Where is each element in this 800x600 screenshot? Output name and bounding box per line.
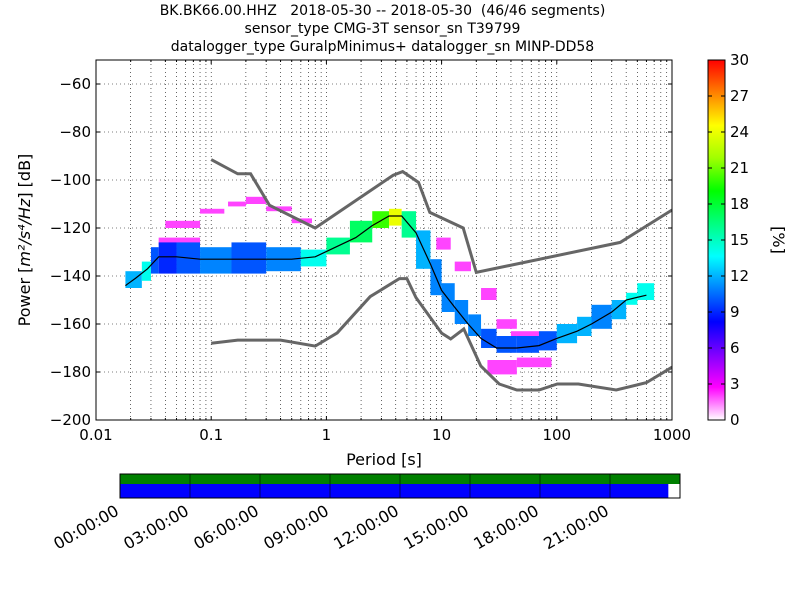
probability-cell [481, 328, 497, 348]
y-tick-label: −200 [50, 411, 91, 429]
colorbar-tick-label: 9 [730, 303, 740, 321]
title-block: BK.BK66.00.HHZ 2018-05-30 -- 2018-05-30 … [0, 2, 765, 56]
y-axis-label-unit: m²/s⁴/Hz [15, 198, 34, 267]
outlier-cell [158, 237, 201, 245]
axes: 0.01 0.1 1 10 100 1000 −200 −180 −160 −140 −120 −10… [50, 60, 691, 444]
probability-cell [231, 242, 267, 274]
probability-cell [496, 336, 517, 353]
plot-frame [95, 59, 673, 421]
timeline-tick-label: 15:00:00 [400, 501, 472, 553]
outlier-cell [454, 261, 472, 272]
probability-cell [372, 211, 390, 228]
timeline: 00:00:0003:00:0006:00:0009:00:0012:00:00… [50, 473, 681, 553]
timeline-tick-label: 21:00:00 [540, 501, 612, 553]
outlier-cell [516, 357, 552, 368]
colorbar-tick-label: 30 [730, 51, 749, 69]
outlier-cell [510, 331, 539, 339]
outlier-cell [228, 201, 246, 207]
probability-cells [125, 196, 655, 375]
probability-cell [141, 261, 151, 281]
probability-cell [611, 300, 627, 320]
probability-cell [389, 208, 402, 226]
title-line-2: sensor_type CMG-3T sensor_sn T39799 [244, 21, 521, 37]
x-tick-label: 10 [432, 426, 451, 444]
x-axis-label: Period [s] [346, 450, 422, 469]
timeline-tick-label: 09:00:00 [260, 501, 332, 553]
probability-cell [556, 324, 578, 344]
outlier-cell [165, 220, 201, 228]
timeline-tick-label: 03:00:00 [120, 501, 192, 553]
x-tick-label: 0.1 [199, 426, 223, 444]
outlier-cell [200, 208, 225, 214]
timeline-tick-label: 00:00:00 [50, 501, 122, 553]
probability-cell [637, 283, 655, 300]
outlier-cell [436, 237, 451, 250]
title-line-1: BK.BK66.00.HHZ 2018-05-30 -- 2018-05-30 … [159, 3, 606, 19]
outlier-cell [245, 196, 267, 204]
noise-model-curves [210, 158, 672, 392]
colorbar-tick-label: 6 [730, 339, 740, 357]
colorbar-tick-label: 3 [730, 375, 740, 393]
colorbar-tick-label: 18 [730, 195, 749, 213]
colorbar-tick-label: 21 [730, 159, 749, 177]
colorbar: 0 3 6 9 12 15 18 21 24 27 30 [707, 51, 749, 429]
x-tick-label: 100 [542, 426, 571, 444]
probability-cell [300, 249, 327, 267]
mode-curve [125, 215, 647, 349]
timeline-tick-label: 18:00:00 [470, 501, 542, 553]
y-axis-label-suffix: ] [dB] [15, 154, 34, 199]
colorbar-tick-label: 12 [730, 267, 749, 285]
timeline-tick-label: 12:00:00 [330, 501, 402, 553]
y-tick-label: −140 [50, 267, 91, 285]
colorbar-tick-label: 24 [730, 123, 749, 141]
timeline-used-bar [120, 484, 669, 498]
outlier-cell [481, 288, 497, 300]
colorbar-tick-label: 0 [730, 411, 740, 429]
probability-cell [516, 336, 539, 353]
y-axis-label: Power [m²/s⁴/Hz] [dB] [15, 154, 34, 327]
timeline-tick-label: 06:00:00 [190, 501, 262, 553]
noise-model-nlnm [211, 277, 672, 392]
colorbar-tick-label: 27 [730, 87, 749, 105]
title-line-3: datalogger_type GuralpMinimus+ datalogge… [170, 39, 595, 55]
probability-cell [591, 304, 612, 329]
probability-cell [577, 316, 592, 336]
y-axis-label-prefix: Power [ [15, 267, 34, 327]
probability-cell [454, 300, 469, 324]
y-tick-label: −120 [50, 219, 91, 237]
y-tick-label: −80 [59, 123, 91, 141]
outlier-cell [496, 319, 517, 329]
x-tick-label: 1 [322, 426, 332, 444]
y-tick-label: −160 [50, 315, 91, 333]
mode-curve-layer [125, 215, 647, 349]
x-tick-label: 0.01 [79, 426, 112, 444]
probability-cell [538, 331, 557, 351]
y-tick-label: −180 [50, 363, 91, 381]
y-tick-label: −60 [59, 75, 91, 93]
probability-cell [468, 314, 482, 336]
colorbar-label: [%] [769, 226, 788, 254]
probability-cell [158, 242, 177, 274]
colorbar-tick-label: 15 [730, 231, 749, 249]
outlier-cell [487, 360, 517, 375]
probability-cell [200, 247, 232, 274]
probability-cell [349, 220, 373, 243]
y-tick-label: −100 [50, 171, 91, 189]
noise-model-nhnm [210, 158, 672, 275]
x-tick-label: 1000 [653, 426, 691, 444]
probability-cell [441, 283, 455, 312]
